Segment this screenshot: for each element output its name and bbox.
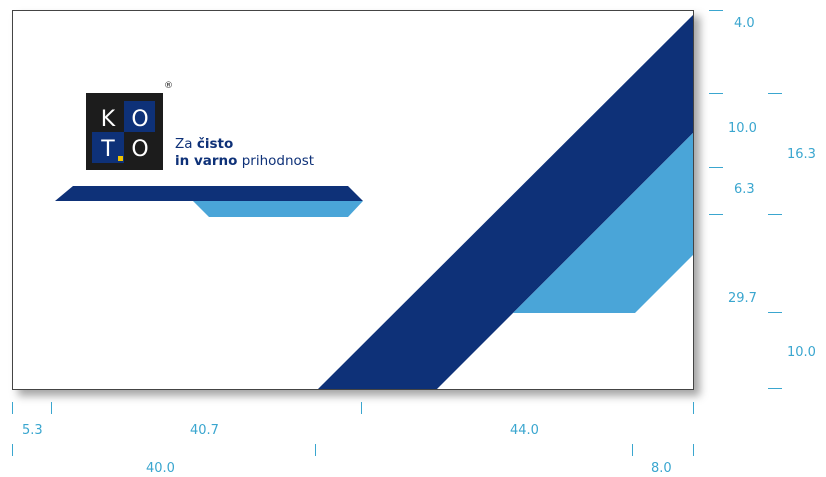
- dim-label-right-outer: 10.0: [787, 345, 816, 360]
- logo-letter-t: T: [100, 137, 115, 162]
- header-light-bar: [193, 201, 363, 217]
- koto-logo-mark: K O T O: [92, 101, 155, 163]
- dim-tick: [12, 402, 13, 414]
- dim-label-bottom: 8.0: [651, 461, 672, 476]
- dim-label-right-inner: 6.3: [734, 182, 755, 197]
- dim-label-bottom: 40.7: [190, 423, 219, 438]
- tagline-bold-1: čisto: [196, 136, 234, 152]
- dim-tick: [768, 388, 782, 389]
- koto-logo: K O T O: [86, 93, 163, 170]
- dim-label-bottom: 44.0: [510, 423, 539, 438]
- tagline-bold-2: in varno: [175, 153, 238, 169]
- tagline-prefix: Za: [175, 136, 193, 152]
- dim-tick: [768, 93, 782, 94]
- dim-label-right-inner: 4.0: [734, 16, 755, 31]
- tagline-line-1: Za čisto: [175, 136, 314, 153]
- dim-tick: [709, 167, 723, 168]
- diagonal-light-panel: [513, 133, 693, 313]
- dim-tick: [709, 93, 723, 94]
- logo-blue-square-top: [124, 101, 155, 132]
- business-card: K O T O ® Za čisto in varno prihodnost: [12, 10, 694, 390]
- logo-yellow-dot: [118, 156, 123, 161]
- tagline: Za čisto in varno prihodnost: [175, 136, 314, 170]
- dim-tick: [709, 214, 723, 215]
- dim-tick: [768, 214, 782, 215]
- dim-tick: [315, 444, 316, 456]
- dim-label-right-outer: 16.3: [787, 147, 816, 162]
- dim-tick: [632, 444, 633, 456]
- header-dark-bar: [55, 186, 363, 201]
- dim-label-bottom: 5.3: [22, 423, 43, 438]
- dim-label-bottom: 40.0: [146, 461, 175, 476]
- dim-tick: [768, 312, 782, 313]
- dim-tick: [693, 444, 694, 456]
- logo-letter-o2: O: [131, 137, 148, 162]
- tagline-line-2: in varno prihodnost: [175, 153, 314, 170]
- dim-tick: [693, 402, 694, 414]
- logo-letter-k: K: [101, 107, 116, 132]
- registered-mark: ®: [164, 81, 173, 91]
- dim-label-right-inner: 10.0: [728, 121, 757, 136]
- dim-label-right-inner: 29.7: [728, 291, 757, 306]
- dim-tick: [51, 402, 52, 414]
- dim-tick: [709, 10, 723, 11]
- logo-letter-o1: O: [131, 107, 148, 132]
- diagonal-dark-band: [318, 14, 693, 389]
- tagline-rest: prihodnost: [241, 153, 315, 169]
- dim-tick: [361, 402, 362, 414]
- card-graphics: [55, 14, 693, 389]
- dim-tick: [12, 444, 13, 456]
